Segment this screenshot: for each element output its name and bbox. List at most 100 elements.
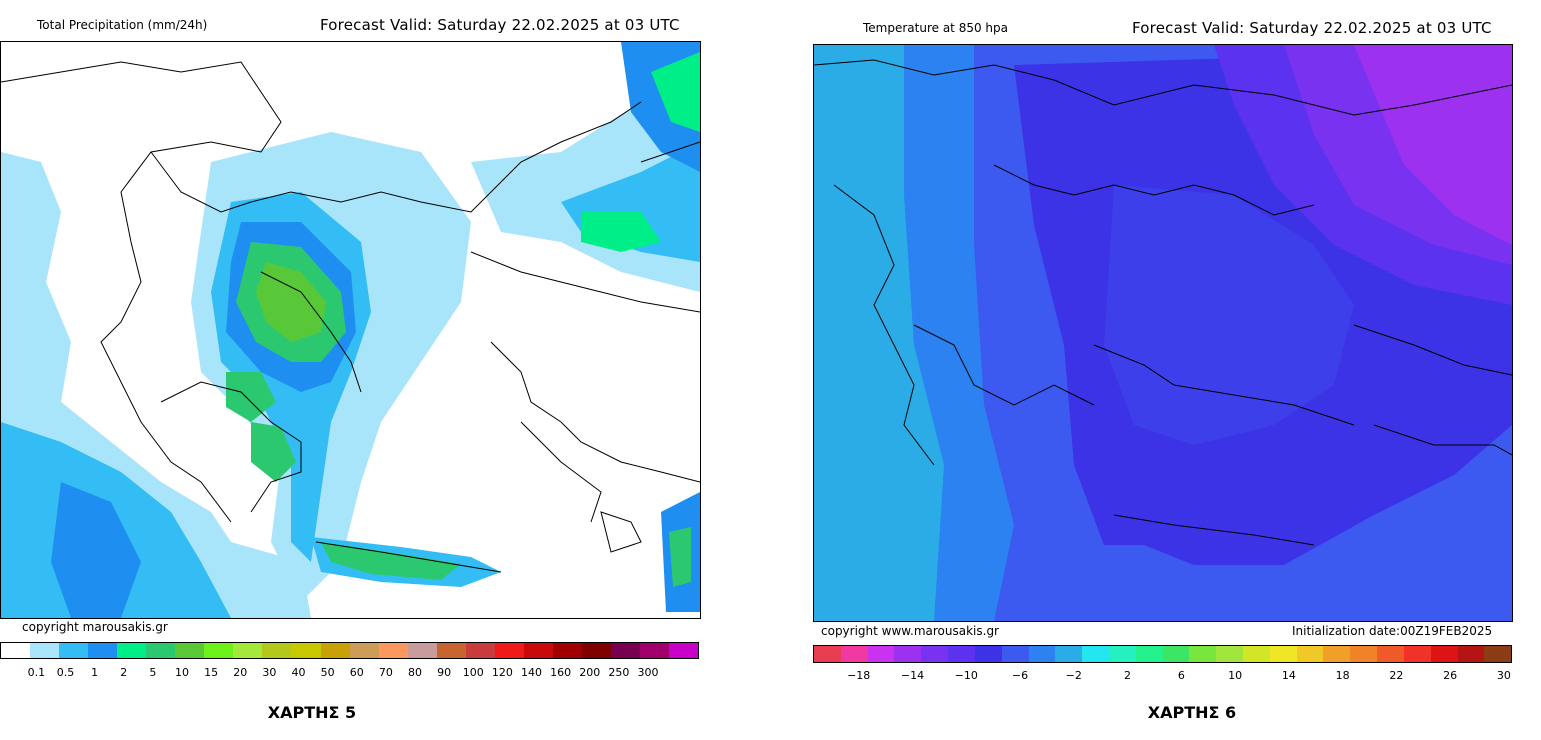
precip-scale-swatch [204, 643, 234, 658]
temperature-map[interactable] [813, 44, 1513, 622]
precip-scale-swatch [262, 643, 292, 658]
precip-scale-label: 90 [437, 666, 452, 679]
temp-forecast-valid: Forecast Valid: Saturday 22.02.2025 at 0… [1132, 19, 1492, 37]
temperature-color-scale [813, 645, 1512, 663]
precip-scale-swatch [349, 643, 379, 658]
temp-scale-swatch [814, 646, 841, 662]
temp-scale-swatch [1350, 646, 1378, 662]
precip-scale-swatch [523, 643, 553, 658]
precip-copyright: copyright marousakis.gr [22, 620, 168, 634]
precip-scale-swatch [291, 643, 321, 658]
precipitation-map-graphic [1, 42, 700, 618]
temp-scale-label: −18 [847, 669, 871, 682]
temp-scale-swatch [1055, 646, 1083, 662]
precip-scale-label: 160 [550, 666, 572, 679]
temp-scale-label: −10 [954, 669, 978, 682]
temp-scale-label: 26 [1443, 669, 1458, 682]
precip-scale-swatch [610, 643, 641, 658]
temp-scale-swatch [1403, 646, 1431, 662]
temp-scale-label: −6 [1011, 669, 1029, 682]
precip-scale-label: 2 [120, 666, 128, 679]
precip-map-title: Total Precipitation (mm/24h) [37, 18, 208, 32]
precip-scale-swatch [175, 643, 205, 658]
temperature-map-graphic [814, 45, 1512, 621]
precip-scale-swatch [436, 643, 466, 658]
precipitation-map[interactable] [0, 41, 701, 619]
precipitation-color-scale [0, 642, 699, 659]
precip-scale-swatch [1, 643, 31, 658]
precip-scale-swatch [59, 643, 89, 658]
precip-scale-swatch [88, 643, 118, 658]
precip-scale-label: 20 [233, 666, 248, 679]
precipitation-map-panel: Total Precipitation (mm/24h) Forecast Va… [0, 0, 702, 740]
precip-scale-swatch [320, 643, 350, 658]
precip-scale-swatch [407, 643, 437, 658]
precip-scale-label: 30 [262, 666, 277, 679]
temp-scale-swatch [1082, 646, 1109, 662]
temp-scale-swatch [1216, 646, 1243, 662]
temperature-map-panel: Temperature at 850 hpa Forecast Valid: S… [811, 0, 1515, 740]
precip-scale-swatch [233, 643, 263, 658]
temp-scale-label: 2 [1124, 669, 1132, 682]
temp-scale-swatch [1108, 646, 1136, 662]
temp-scale-swatch [1430, 646, 1458, 662]
temp-scale-label: 18 [1335, 669, 1350, 682]
precip-scale-swatch [30, 643, 60, 658]
precip-scale-label: 60 [349, 666, 364, 679]
temp-scale-label: −2 [1065, 669, 1082, 682]
temp-scale-swatch [1243, 646, 1270, 662]
temp-map-title: Temperature at 850 hpa [863, 21, 1008, 35]
precip-scale-label: 50 [320, 666, 335, 679]
precip-scale-label: 250 [608, 666, 630, 679]
precip-scale-label: 40 [291, 666, 306, 679]
precip-scale-label: 5 [149, 666, 157, 679]
temp-scale-swatch [1028, 646, 1056, 662]
precip-scale-label: 10 [175, 666, 190, 679]
precip-scale-swatch [465, 643, 495, 658]
temp-scale-swatch [1323, 646, 1351, 662]
precip-forecast-valid: Forecast Valid: Saturday 22.02.2025 at 0… [320, 16, 680, 34]
precip-scale-swatch [146, 643, 176, 658]
precip-scale-label: 70 [378, 666, 393, 679]
temp-map-caption: ΧΑΡΤΗΣ 6 [1147, 703, 1237, 722]
temp-scale-swatch [894, 646, 922, 662]
precip-map-caption: ΧΑΡΤΗΣ 5 [267, 703, 357, 722]
temp-scale-swatch [1162, 646, 1190, 662]
precip-scale-label: 1 [91, 666, 99, 679]
precip-scale-label: 140 [521, 666, 543, 679]
precip-scale-label: 200 [579, 666, 601, 679]
temp-scale-label: 22 [1389, 669, 1404, 682]
precip-scale-swatch [552, 643, 582, 658]
precip-scale-swatch [669, 643, 699, 658]
precip-scale-swatch [117, 643, 147, 658]
temp-initialization-date: Initialization date:00Z19FEB2025 [1292, 624, 1493, 638]
precip-scale-swatch [494, 643, 524, 658]
precip-scale-label: 80 [408, 666, 423, 679]
precip-scale-label: 15 [204, 666, 219, 679]
temp-scale-swatch [1135, 646, 1163, 662]
precip-scale-swatch [378, 643, 408, 658]
temp-scale-swatch [867, 646, 895, 662]
temp-scale-swatch [1269, 646, 1297, 662]
temp-scale-swatch [974, 646, 1002, 662]
precip-scale-label: 100 [462, 666, 484, 679]
temp-scale-swatch [840, 646, 868, 662]
precip-scale-label: 120 [491, 666, 513, 679]
temp-scale-label: 10 [1228, 669, 1243, 682]
temp-scale-swatch [1189, 646, 1217, 662]
precip-scale-label: 0.1 [27, 666, 46, 679]
precip-scale-swatch [581, 643, 611, 658]
temp-scale-swatch [948, 646, 975, 662]
temp-scale-label: 14 [1281, 669, 1296, 682]
precip-scale-label: 300 [637, 666, 659, 679]
temp-scale-label: −14 [900, 669, 925, 682]
temp-scale-swatch [921, 646, 949, 662]
precip-scale-swatch [640, 643, 670, 658]
precip-scale-label: 0.5 [56, 666, 75, 679]
temp-scale-swatch [1484, 646, 1512, 662]
temp-scale-swatch [1001, 646, 1029, 662]
temp-scale-swatch [1296, 646, 1324, 662]
temp-scale-label: 30 [1496, 669, 1511, 682]
temp-scale-label: 6 [1177, 669, 1185, 682]
temp-copyright: copyright www.marousakis.gr [821, 624, 999, 638]
